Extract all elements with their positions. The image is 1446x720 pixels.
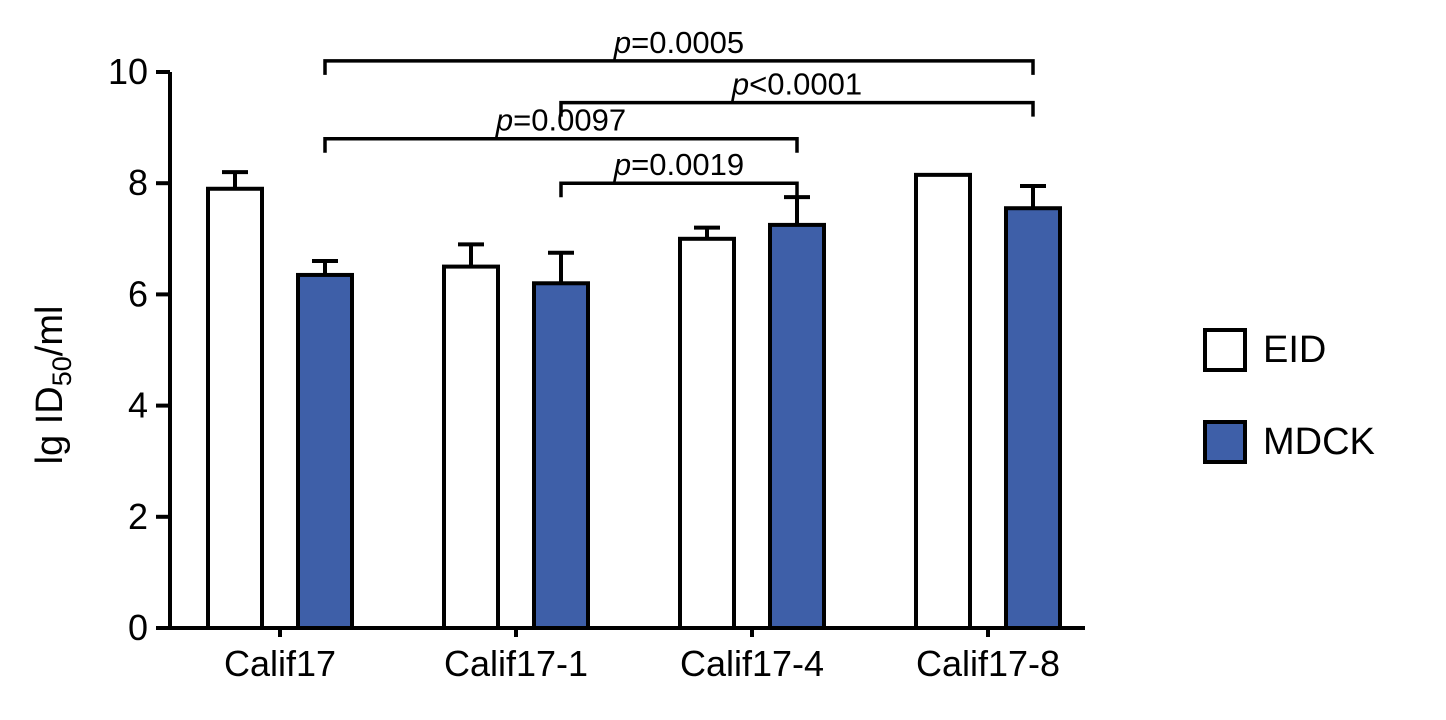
bar-mdck-calif17-4: [768, 222, 826, 630]
bar-eid-calif17-1: [442, 264, 500, 630]
significance-bracket: [323, 59, 1035, 75]
y-tick-label: 8: [128, 162, 148, 203]
significance-label: p=0.0019: [613, 147, 744, 182]
legend-label-mdck: MDCK: [1263, 421, 1375, 463]
bar-mdck-calif17-8: [1004, 206, 1062, 630]
x-category-label: Calif17: [224, 643, 336, 684]
x-category-label: Calif17-8: [916, 643, 1060, 684]
x-category-label: Calif17-4: [680, 643, 824, 684]
y-tick-label: 4: [128, 385, 148, 426]
legend-label-eid: EID: [1263, 329, 1326, 371]
bar-mdck-calif17: [296, 272, 354, 630]
y-axis-title: lg ID50/ml: [29, 306, 77, 465]
significance-label: p=0.0005: [613, 25, 744, 60]
bar-eid-calif17-4: [678, 236, 736, 631]
bar-eid-calif17: [206, 186, 264, 630]
y-tick-label: 6: [128, 273, 148, 314]
legend-swatch-eid: [1203, 328, 1247, 372]
y-tick-label: 2: [128, 496, 148, 537]
significance-bracket: [559, 181, 799, 198]
x-category-label: Calif17-1: [444, 643, 588, 684]
significance-bracket: [323, 136, 799, 153]
y-tick-label: 10: [108, 51, 148, 92]
legend-swatch-mdck: [1203, 420, 1247, 464]
significance-label: p<0.0001: [731, 67, 862, 102]
significance-label: p=0.0097: [495, 103, 626, 138]
bar-eid-calif17-8: [914, 172, 972, 631]
bar-mdck-calif17-1: [532, 281, 590, 630]
significance-bracket: [559, 100, 1035, 117]
y-tick-label: 0: [128, 607, 148, 648]
